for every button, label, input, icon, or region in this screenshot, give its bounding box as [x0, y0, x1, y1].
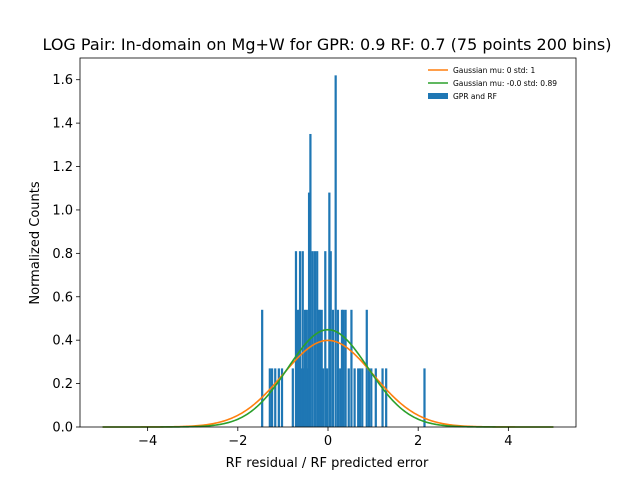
histogram-bar: [318, 309, 321, 427]
histogram-bar: [277, 368, 280, 427]
legend: Gaussian mu: 0 std: 1 Gaussian mu: -0.0 s…: [428, 66, 557, 101]
x-tick-label: 0: [324, 434, 332, 449]
histogram-bar: [353, 368, 356, 427]
histogram-bar: [340, 309, 344, 427]
x-tick-label: −4: [138, 434, 157, 449]
histogram-bar: [344, 309, 347, 427]
y-tick-label: 1.4: [52, 117, 73, 132]
histogram-bar: [321, 368, 325, 427]
legend-bar-swatch: [428, 93, 448, 99]
histogram-bar: [350, 309, 353, 427]
x-tick-label: 2: [414, 434, 422, 449]
histogram-bar: [381, 368, 384, 427]
histogram-bar: [270, 368, 274, 427]
histogram-bar: [303, 309, 307, 427]
histogram-bar: [311, 251, 314, 427]
y-tick-label: 0.6: [52, 290, 73, 305]
histogram-bar: [317, 309, 320, 427]
x-tick-label: −2: [228, 434, 247, 449]
y-tick-label: 1.0: [52, 203, 73, 218]
histogram-bar: [305, 309, 308, 427]
histogram-bar: [325, 368, 329, 427]
histogram-bar: [423, 368, 426, 427]
chart-title: LOG Pair: In-domain on Mg+W for GPR: 0.9…: [42, 35, 611, 54]
y-tick-label: 0.0: [52, 421, 73, 436]
histogram-bar: [280, 368, 284, 427]
histogram-bar: [294, 251, 298, 427]
histogram-bar: [358, 368, 362, 427]
histogram-bar: [347, 368, 350, 427]
histogram-bar: [298, 251, 302, 427]
x-tick-label: 4: [504, 434, 512, 449]
y-tick-label: 0.8: [52, 247, 73, 262]
histogram-bar: [336, 309, 340, 427]
histogram-bars: [261, 75, 426, 428]
y-axis-label: Normalized Counts: [28, 181, 43, 304]
legend-label: Gaussian mu: 0 std: 1: [453, 66, 535, 75]
histogram-bar: [365, 309, 368, 427]
histogram-bar: [261, 309, 264, 427]
histogram-bar: [313, 251, 317, 427]
y-tick-label: 0.4: [52, 334, 73, 349]
histogram-bar: [268, 368, 271, 427]
histogram-bar: [339, 368, 342, 427]
histogram-bar: [367, 368, 371, 427]
histogram-bar: [296, 309, 299, 427]
y-tick-label: 1.2: [52, 160, 73, 175]
histogram-bar: [309, 133, 312, 427]
histogram-bar: [385, 368, 388, 427]
x-axis-label: RF residual / RF predicted error: [226, 456, 429, 471]
histogram-bar: [361, 368, 364, 427]
histogram-bar: [342, 309, 345, 427]
legend-label: Gaussian mu: -0.0 std: 0.89: [453, 79, 557, 88]
histogram-bar: [274, 368, 277, 427]
y-tick-label: 1.6: [52, 73, 73, 88]
histogram-bar: [328, 192, 331, 427]
histogram-bar: [316, 251, 319, 427]
y-tick-label: 0.2: [52, 377, 73, 392]
histogram-bar: [324, 251, 327, 427]
histogram-bar: [357, 368, 360, 427]
histogram-bar: [334, 75, 337, 428]
histogram-bar: [302, 368, 305, 427]
histogram-bar: [291, 368, 294, 427]
histogram-bar: [331, 309, 335, 427]
histogram-bar: [329, 251, 332, 427]
histogram-bar: [320, 309, 323, 427]
histogram-bar: [300, 368, 303, 427]
histogram-bar: [374, 368, 377, 427]
y-axis-ticks: 0.0 0.2 0.4 0.6 0.8 1.0 1.2 1.4 1.6: [52, 73, 80, 436]
x-axis-ticks: −4 −2 0 2 4: [138, 427, 513, 449]
histogram-bar: [307, 192, 311, 427]
histogram-bar: [301, 251, 304, 427]
histogram-bar: [370, 368, 373, 427]
legend-label: GPR and RF: [453, 92, 497, 101]
